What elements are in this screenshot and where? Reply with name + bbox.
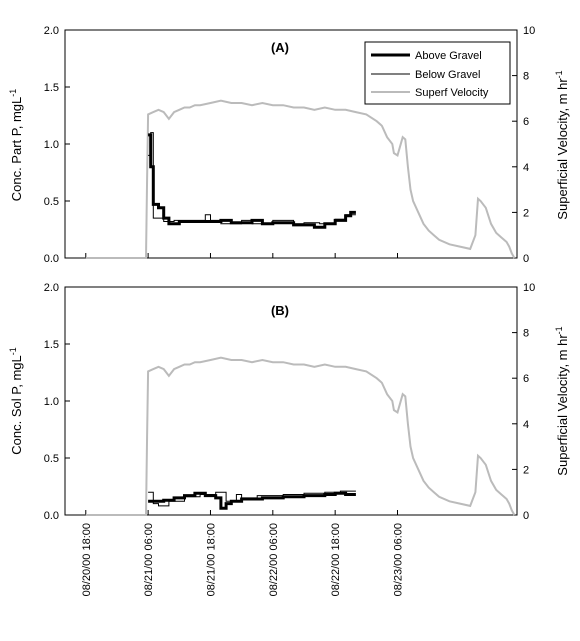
- series-line-above-gravel-b: [148, 491, 356, 510]
- x-tick-label: 08/22/00 18:00: [330, 523, 342, 596]
- series-line-superf-velocity-a: [85, 99, 516, 259]
- y-axis-label-a: Conc. Part P, mgL-1: [8, 89, 24, 202]
- y2-axis-label-b: Superficial Velocity, m hr-1: [554, 326, 570, 475]
- y2-tick-label-b: 8: [523, 328, 529, 340]
- y2-tick-label-a: 10: [523, 25, 535, 37]
- y-tick-label-b: 1.5: [44, 339, 59, 351]
- y2-tick-label-a: 8: [523, 71, 529, 83]
- x-tick-label: 08/21/00 06:00: [143, 523, 155, 596]
- y-tick-label-b: 1.0: [44, 396, 59, 408]
- x-tick-label: 08/21/00 18:00: [205, 523, 217, 596]
- legend-label-above-gravel: Above Gravel: [415, 50, 482, 62]
- panel-a: 0.0 0.5 1.0 1.5 2.0 0 2 4 6 8 10 (A) Conc. Part P,…: [8, 25, 570, 265]
- x-tick-label: 08/22/00 06:00: [268, 523, 280, 596]
- series-line-superf-velocity-b: [85, 356, 516, 516]
- y-tick-label-a: 0.5: [44, 196, 59, 208]
- y-tick-label-a: 2.0: [44, 25, 59, 37]
- x-axis: 08/20/00 18:00 08/21/00 06:00 08/21/00 18:…: [81, 523, 405, 596]
- x-tick-label: 08/20/00 18:00: [81, 523, 93, 596]
- panel-b: 0.0 0.5 1.0 1.5 2.0 0 2 4 6 8 10 (B) Conc. Sol P, …: [8, 282, 570, 522]
- series-line-below-gravel-a: [148, 132, 356, 225]
- y2-tick-label-a: 2: [523, 207, 529, 219]
- y2-tick-label-a: 0: [523, 253, 529, 265]
- series-line-above-gravel-a: [148, 133, 356, 229]
- y-tick-label-a: 1.5: [44, 82, 59, 94]
- series-b: [85, 356, 516, 516]
- y-tick-label-a: 1.0: [44, 139, 59, 151]
- y-tick-label-b: 2.0: [44, 282, 59, 294]
- legend-label-below-gravel: Below Gravel: [415, 69, 480, 81]
- y-tick-label-a: 0.0: [44, 253, 59, 265]
- legend: Above Gravel Below Gravel Superf Velocit…: [364, 41, 511, 105]
- panel-label-b: (B): [271, 303, 289, 318]
- axes-b: 0.0 0.5 1.0 1.5 2.0 0 2 4 6 8 10: [44, 282, 536, 522]
- y2-tick-label-a: 4: [523, 162, 529, 174]
- y2-tick-label-a: 6: [523, 116, 529, 128]
- y2-tick-label-b: 0: [523, 510, 529, 522]
- x-tick-label: 08/23/00 06:00: [393, 523, 405, 596]
- y-tick-label-b: 0.5: [44, 453, 59, 465]
- y2-axis-label-a: Superficial Velocity, m hr-1: [554, 70, 570, 219]
- y2-tick-label-b: 4: [523, 419, 529, 431]
- plot-area-b: [64, 286, 518, 516]
- legend-box: [364, 41, 511, 105]
- y-tick-label-b: 0.0: [44, 510, 59, 522]
- legend-label-superf-velocity: Superf Velocity: [415, 87, 489, 99]
- panel-label-a: (A): [271, 40, 289, 55]
- axes-a: 0.0 0.5 1.0 1.5 2.0 0 2 4 6 8 10: [44, 25, 536, 265]
- series-a: [85, 99, 516, 259]
- y2-tick-label-b: 6: [523, 373, 529, 385]
- y2-tick-label-b: 2: [523, 464, 529, 476]
- y-axis-label-b: Conc. Sol P, mgL-1: [8, 347, 24, 455]
- y2-tick-label-b: 10: [523, 282, 535, 294]
